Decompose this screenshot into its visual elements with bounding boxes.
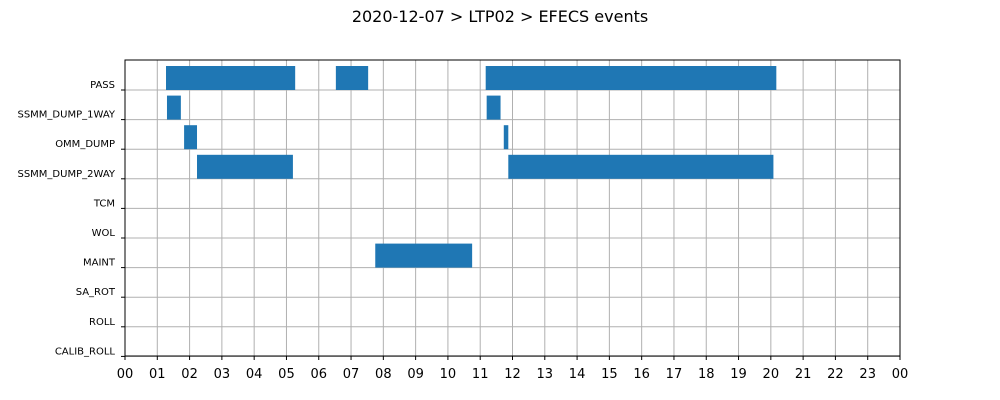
x-tick-label: 09 bbox=[407, 367, 424, 382]
event-bar bbox=[485, 66, 777, 90]
x-tick-label: 00 bbox=[892, 367, 909, 382]
event-bar bbox=[508, 154, 774, 179]
y-tick-label: MAINT bbox=[83, 258, 116, 269]
y-tick-label: TCM bbox=[93, 198, 115, 209]
event-bar bbox=[375, 243, 473, 268]
y-tick-label: WOL bbox=[92, 228, 116, 239]
x-tick-label: 05 bbox=[278, 367, 295, 382]
x-tick-label: 19 bbox=[730, 367, 747, 382]
x-tick-label: 10 bbox=[440, 367, 457, 382]
x-tick-label: 23 bbox=[859, 367, 876, 382]
x-tick-label: 00 bbox=[117, 367, 134, 382]
x-tick-label: 15 bbox=[601, 367, 618, 382]
y-axis: PASS SSMM_DUMP_1WAY OMM_DUMP SSMM_DUMP_2WAY… bbox=[17, 80, 125, 357]
x-tick-label: 14 bbox=[569, 367, 586, 382]
event-bar bbox=[503, 125, 509, 150]
x-tick-label: 17 bbox=[666, 367, 683, 382]
x-tick-label: 16 bbox=[633, 367, 650, 382]
x-tick-label: 01 bbox=[149, 367, 166, 382]
x-tick-label: 12 bbox=[504, 367, 521, 382]
x-tick-label: 13 bbox=[537, 367, 554, 382]
x-tick-label: 02 bbox=[181, 367, 198, 382]
event-bar bbox=[197, 154, 293, 179]
x-tick-label: 11 bbox=[472, 367, 489, 382]
y-tick-label: PASS bbox=[90, 80, 115, 91]
y-tick-label: SSMM_DUMP_1WAY bbox=[17, 110, 115, 121]
plot-frame bbox=[124, 59, 901, 357]
y-tick-label: CALIB_ROLL bbox=[55, 346, 116, 357]
chart-title: 2020-12-07 > LTP02 > EFECS events bbox=[352, 7, 648, 26]
event-bar bbox=[166, 66, 296, 90]
x-tick-label: 22 bbox=[827, 367, 844, 382]
y-tick-label: SSMM_DUMP_2WAY bbox=[17, 169, 115, 180]
x-tick-label: 21 bbox=[795, 367, 812, 382]
x-tick-label: 07 bbox=[343, 367, 360, 382]
x-axis: 00 01 02 03 04 05 06 07 08 09 10 11 12 13 14 15 16 17 18 19… bbox=[117, 356, 909, 382]
x-tick-label: 04 bbox=[246, 367, 263, 382]
x-tick-label: 03 bbox=[214, 367, 231, 382]
x-tick-label: 06 bbox=[310, 367, 327, 382]
grid bbox=[124, 60, 901, 357]
x-tick-label: 08 bbox=[375, 367, 392, 382]
y-tick-label: SA_ROT bbox=[76, 287, 116, 298]
event-bar bbox=[166, 95, 181, 120]
y-tick-label: OMM_DUMP bbox=[55, 139, 115, 150]
x-tick-label: 20 bbox=[763, 367, 780, 382]
event-bar bbox=[486, 95, 501, 120]
event-bar bbox=[184, 125, 198, 150]
x-tick-label: 18 bbox=[698, 367, 715, 382]
bars bbox=[166, 66, 777, 268]
y-tick-label: ROLL bbox=[89, 317, 115, 328]
event-bar bbox=[335, 66, 369, 90]
